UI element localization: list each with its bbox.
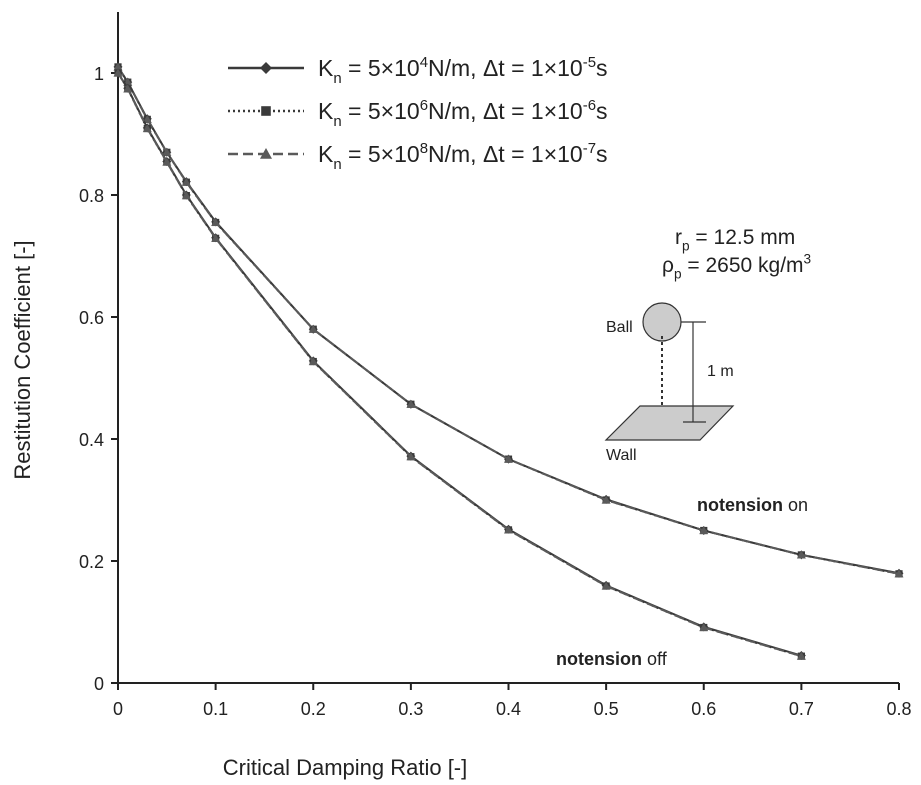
marker xyxy=(796,550,806,559)
x-tick-label: 0.8 xyxy=(886,699,911,719)
legend-label: Kn = 5×108N/m, Δt = 1×10-7s xyxy=(318,140,608,173)
text-segment: = 5×10 xyxy=(342,98,420,124)
text-segment: -7 xyxy=(583,140,596,157)
text-segment: = 5×10 xyxy=(342,141,420,167)
marker xyxy=(181,177,191,186)
y-tick-label: 0.4 xyxy=(79,430,104,450)
text-segment: p xyxy=(682,238,690,253)
marker xyxy=(142,124,152,133)
x-axis-title: Critical Damping Ratio [-] xyxy=(223,755,468,780)
marker xyxy=(113,62,123,71)
marker xyxy=(261,106,271,116)
marker xyxy=(406,399,416,408)
annotation: notension on xyxy=(697,495,808,515)
legend-label: Kn = 5×106N/m, Δt = 1×10-6s xyxy=(318,97,608,130)
text-segment: r xyxy=(675,226,682,249)
marker xyxy=(699,526,709,535)
text-segment: 4 xyxy=(420,54,428,71)
marker xyxy=(162,157,172,166)
text-segment: 8 xyxy=(420,140,428,157)
annotation: 1 m xyxy=(707,363,734,380)
text-segment: 1 m xyxy=(707,363,734,380)
x-tick-label: 0.5 xyxy=(594,699,619,719)
x-tick-label: 0.2 xyxy=(301,699,326,719)
y-tick-label: 1 xyxy=(94,64,104,84)
annotation: Ball xyxy=(606,319,633,336)
marker xyxy=(308,324,318,333)
series-line xyxy=(117,72,802,658)
text-segment: 3 xyxy=(804,252,812,267)
marker xyxy=(504,454,513,463)
y-tick-label: 0 xyxy=(94,674,104,694)
marker xyxy=(181,191,191,200)
marker xyxy=(260,62,272,74)
x-tick-label: 0 xyxy=(113,699,123,719)
annotation: ρp = 2650 kg/m3 xyxy=(662,252,811,282)
ball-icon xyxy=(642,302,682,342)
text-segment: on xyxy=(783,495,808,515)
marker xyxy=(308,357,318,366)
marker xyxy=(894,569,904,578)
x-tick-label: 0.4 xyxy=(496,699,521,719)
text-segment: Ball xyxy=(606,319,633,336)
text-segment: N/m, Δt = 1×10 xyxy=(428,98,583,124)
marker xyxy=(504,525,513,534)
y-axis-title: Restitution Coefficient [-] xyxy=(10,240,35,479)
text-segment: notension xyxy=(697,495,783,515)
marker xyxy=(123,84,133,93)
text-segment: K xyxy=(318,55,334,81)
marker xyxy=(142,114,152,123)
text-segment: N/m, Δt = 1×10 xyxy=(428,141,583,167)
y-tick-label: 0.8 xyxy=(79,186,104,206)
text-segment: off xyxy=(642,649,668,669)
x-tick-label: 0.7 xyxy=(789,699,814,719)
text-segment: N/m, Δt = 1×10 xyxy=(428,55,583,81)
text-segment: -6 xyxy=(583,97,596,114)
marker xyxy=(796,651,806,660)
text-segment: -5 xyxy=(583,54,596,71)
marker xyxy=(162,147,172,156)
text-segment: n xyxy=(333,113,341,130)
text-segment: s xyxy=(596,98,608,124)
text-segment: s xyxy=(596,55,608,81)
text-segment: = 12.5 mm xyxy=(690,226,796,249)
text-segment: p xyxy=(674,266,682,281)
text-segment: n xyxy=(333,70,341,87)
marker xyxy=(601,495,611,504)
x-tick-label: 0.1 xyxy=(203,699,228,719)
annotation: notension off xyxy=(556,649,668,669)
wall-icon xyxy=(604,405,735,441)
text-segment: s xyxy=(596,141,608,167)
marker xyxy=(113,68,123,77)
text-segment: K xyxy=(318,98,334,124)
x-tick-label: 0.6 xyxy=(691,699,716,719)
annotation: rp = 12.5 mm xyxy=(675,226,795,253)
diagram xyxy=(604,302,735,441)
marker xyxy=(211,217,221,227)
text-segment: K xyxy=(318,141,334,167)
text-segment: notension xyxy=(556,649,642,669)
marker xyxy=(260,148,272,159)
text-segment: 6 xyxy=(420,97,428,114)
marker xyxy=(406,452,416,461)
text-segment: = 5×10 xyxy=(342,55,420,81)
text-segment: n xyxy=(333,156,341,173)
text-segment: ρ xyxy=(662,254,674,277)
text-segment: Wall xyxy=(606,447,637,464)
marker xyxy=(211,233,221,242)
y-tick-label: 0.6 xyxy=(79,308,104,328)
marker xyxy=(601,581,611,590)
y-tick-label: 0.2 xyxy=(79,552,104,572)
marker xyxy=(699,622,709,632)
annotation: Wall xyxy=(606,447,637,464)
text-segment: = 2650 kg/m xyxy=(682,254,804,277)
x-tick-label: 0.3 xyxy=(398,699,423,719)
legend-label: Kn = 5×104N/m, Δt = 1×10-5s xyxy=(318,54,608,87)
